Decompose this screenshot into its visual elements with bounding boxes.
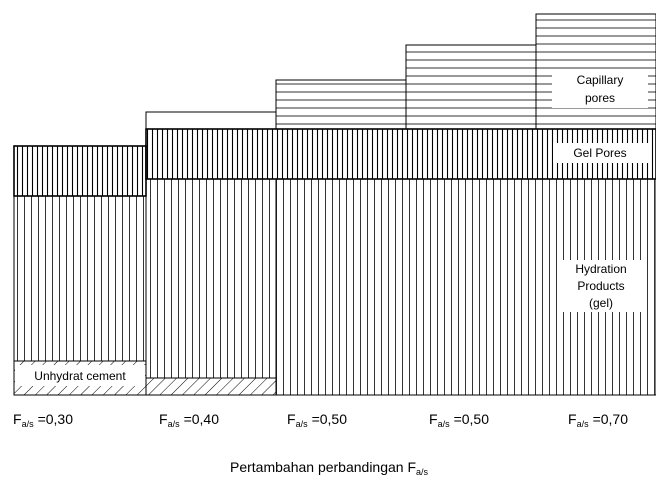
gel-pores-layer <box>13 128 656 197</box>
capillary-col-3 <box>275 79 407 130</box>
hydration-label-box <box>560 260 642 312</box>
capillary-col-2 <box>145 111 277 130</box>
capillary-col-4 <box>405 44 537 130</box>
hydration-products-layer <box>13 178 656 396</box>
column-label-5: Fa/s =0,70 <box>568 411 628 429</box>
capillary-label-line2: pores <box>585 91 615 105</box>
column-label-3: Fa/s =0,50 <box>287 411 347 429</box>
capillary-label-box <box>552 70 648 108</box>
unhydrat-label: Unhydrat cement <box>34 369 126 383</box>
hydration-label-line1: Hydration <box>575 262 626 276</box>
hydration-col-2 <box>145 178 277 379</box>
capillary-label-line1: Capillary <box>577 73 624 87</box>
gel-pores-label: Gel Pores <box>573 146 626 160</box>
hydration-label-line2: Products <box>577 279 624 293</box>
gel-pores-col-1 <box>13 145 147 197</box>
column-label-2: Fa/s =0,40 <box>159 411 219 429</box>
hydration-label-line3: (gel) <box>589 296 613 310</box>
column-label-1: Fa/s =0,30 <box>13 411 73 429</box>
gel-pores-label-box <box>553 143 649 163</box>
unhydrat-label-box <box>15 365 145 386</box>
column-labels: Fa/s =0,30 Fa/s =0,40 Fa/s =0,50 Fa/s =0,50 … <box>13 411 628 429</box>
diagram-caption: Pertambahan perbandingan Fa/s <box>230 459 429 477</box>
hydration-col-1 <box>13 195 147 362</box>
column-label-4: Fa/s =0,50 <box>429 411 489 429</box>
unhydrat-col-2 <box>145 377 277 396</box>
